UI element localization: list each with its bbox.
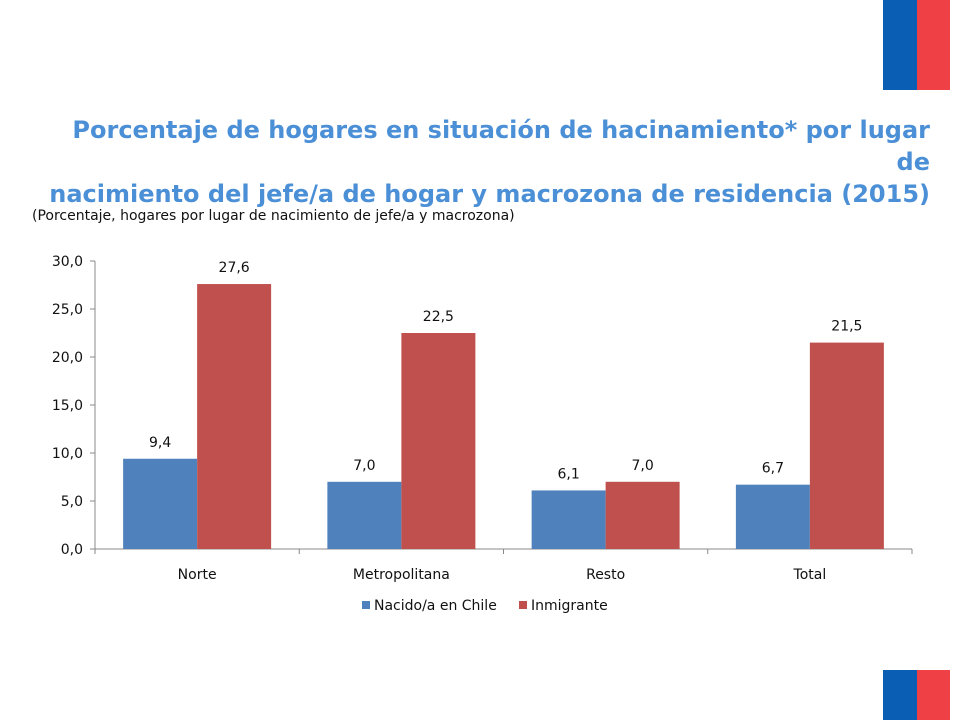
title-line-1: Porcentaje de hogares en situación de ha… xyxy=(72,116,930,176)
flag-logo-bottom xyxy=(883,670,950,720)
y-tick-label: 5,0 xyxy=(61,494,83,510)
flag-logo-top xyxy=(883,0,950,90)
y-tick-label: 15,0 xyxy=(52,398,83,414)
bar-inmigrante xyxy=(809,342,884,549)
data-label: 9,4 xyxy=(149,435,171,451)
x-tick-label: Norte xyxy=(178,567,217,583)
y-tick-label: 0,0 xyxy=(61,542,83,558)
bar-inmigrante xyxy=(605,481,680,549)
bar-inmigrante xyxy=(197,284,272,549)
bar-chile xyxy=(735,484,810,549)
x-tick-label: Total xyxy=(793,567,827,583)
legend-swatch xyxy=(362,601,370,609)
data-label: 7,0 xyxy=(631,458,653,474)
y-tick-label: 20,0 xyxy=(52,350,83,366)
legend-label: Inmigrante xyxy=(531,598,608,614)
bar-chile xyxy=(327,481,402,549)
data-label: 27,6 xyxy=(219,260,250,276)
y-tick-label: 10,0 xyxy=(52,446,83,462)
title-line-2: nacimiento del jefe/a de hogar y macrozo… xyxy=(49,180,930,208)
data-label: 6,1 xyxy=(557,466,579,482)
data-label: 6,7 xyxy=(762,461,784,477)
legend-label: Nacido/a en Chile xyxy=(374,598,497,614)
x-tick-label: Metropolitana xyxy=(353,567,450,583)
y-tick-label: 30,0 xyxy=(52,254,83,270)
bar-chile xyxy=(531,490,606,549)
data-label: 7,0 xyxy=(353,458,375,474)
chart-subtitle: (Porcentaje, hogares por lugar de nacimi… xyxy=(32,208,515,224)
bar-chile xyxy=(123,458,198,549)
data-label: 22,5 xyxy=(423,309,454,325)
page-title: Porcentaje de hogares en situación de ha… xyxy=(40,114,930,210)
legend-swatch xyxy=(519,601,527,609)
y-tick-label: 25,0 xyxy=(52,302,83,318)
bar-inmigrante xyxy=(401,333,476,549)
x-tick-label: Resto xyxy=(586,567,625,583)
data-label: 21,5 xyxy=(831,319,862,335)
